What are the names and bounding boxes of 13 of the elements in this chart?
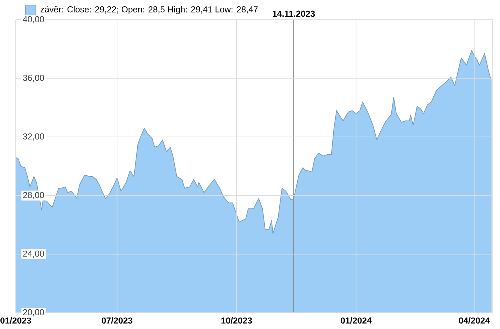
y-tick-label: 28,00 (23, 192, 44, 200)
x-tick-label: 07/2023 (102, 317, 133, 324)
y-tick-label: 20,00 (23, 309, 44, 317)
legend-label: závěr: Close: 29,22; Open: 28,5 High: 29,41 Low: 28,47 (40, 6, 258, 14)
y-tick-label: 36,00 (23, 75, 44, 82)
x-tick-label: 10/2023 (222, 317, 252, 324)
y-tick-label: 24,00 (23, 250, 44, 258)
y-tick-label: 40,00 (23, 16, 44, 24)
x-tick-label: 04/2024 (459, 317, 490, 324)
ref-line-label: 14.11.2023 (273, 10, 316, 18)
x-tick-label: 01/2023 (0, 317, 32, 324)
y-tick-label: 32,00 (23, 134, 44, 141)
x-tick-label: 01/2024 (340, 317, 372, 324)
